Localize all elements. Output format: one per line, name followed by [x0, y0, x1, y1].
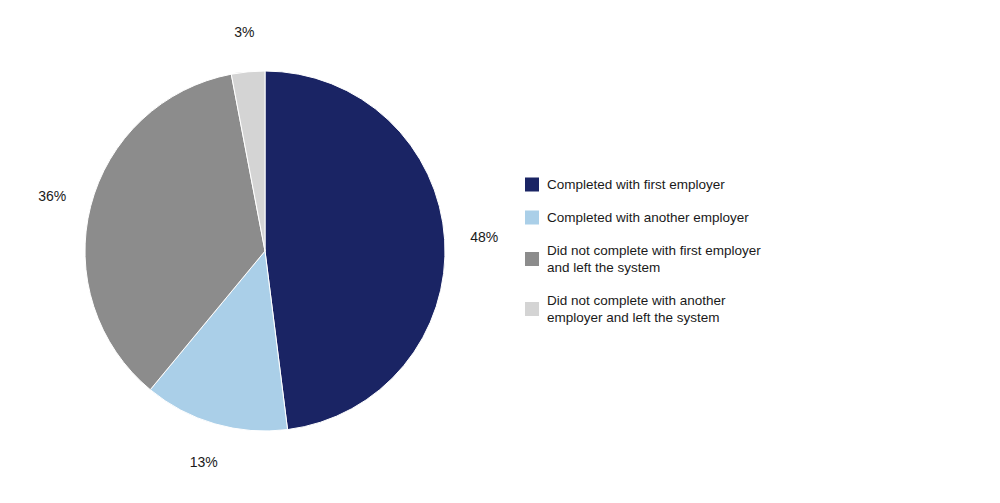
legend-label: Completed with another employer [547, 210, 749, 225]
legend-label-line: Did not complete with another [547, 293, 726, 308]
pie-slice [85, 74, 265, 390]
legend-label-line: Did not complete with first employer [547, 243, 761, 258]
data-label: 3% [234, 24, 254, 40]
data-label: 36% [38, 188, 66, 204]
legend-label-line: Completed with another employer [547, 210, 749, 225]
pie-slice [231, 71, 265, 251]
legend-label: Completed with first employer [547, 177, 725, 192]
legend-label-line: employer and left the system [547, 310, 720, 325]
pie [85, 71, 445, 431]
legend-swatch [525, 302, 539, 316]
legend-swatch [525, 178, 539, 192]
legend-label: Did not complete with another employer an… [547, 293, 726, 325]
legend-label-line: and left the system [547, 260, 660, 275]
legend-label: Did not complete with first employer and … [547, 243, 761, 275]
legend-label-line: Completed with first employer [547, 177, 725, 192]
data-label: 13% [190, 454, 218, 470]
legend-swatch [525, 252, 539, 266]
data-label: 48% [470, 229, 498, 245]
legend-swatch [525, 211, 539, 225]
chart: 48% 13% 36% 3% Completed with first employer… [0, 0, 1000, 503]
data-labels: 48% 13% 36% 3% [38, 24, 498, 470]
legend: Completed with first employer Completed w… [525, 177, 761, 325]
pie-slice [265, 71, 445, 430]
